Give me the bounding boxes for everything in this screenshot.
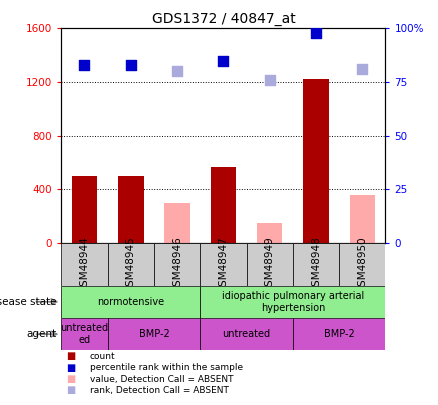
Text: rank, Detection Call = ABSENT: rank, Detection Call = ABSENT [90, 386, 229, 395]
Text: GSM48947: GSM48947 [219, 236, 228, 293]
Point [312, 30, 319, 36]
Text: normotensive: normotensive [97, 297, 164, 307]
Text: disease state: disease state [0, 297, 57, 307]
Text: percentile rank within the sample: percentile rank within the sample [90, 363, 243, 372]
Bar [200, 286, 385, 318]
Text: ■: ■ [66, 386, 75, 395]
Bar [293, 318, 385, 350]
Point [127, 62, 134, 68]
Bar [257, 223, 283, 243]
Bar [61, 318, 108, 350]
Bar [293, 243, 339, 286]
Text: GSM48944: GSM48944 [79, 236, 89, 293]
Bar [200, 243, 247, 286]
Bar [61, 243, 108, 286]
Text: count: count [90, 352, 116, 361]
Bar [61, 286, 200, 318]
Bar [303, 79, 328, 243]
Bar [118, 176, 144, 243]
Bar [108, 243, 154, 286]
Text: GSM48945: GSM48945 [126, 236, 136, 293]
Bar [164, 203, 190, 243]
Bar [154, 243, 200, 286]
Text: GSM48950: GSM48950 [357, 236, 367, 292]
Text: GSM48948: GSM48948 [311, 236, 321, 293]
Text: GSM48946: GSM48946 [172, 236, 182, 293]
Point [81, 62, 88, 68]
Bar [247, 243, 293, 286]
Text: BMP-2: BMP-2 [138, 329, 170, 339]
Text: untreated: untreated [223, 329, 271, 339]
Text: ■: ■ [66, 352, 75, 361]
Text: untreated
ed: untreated ed [60, 323, 109, 345]
Point [359, 66, 366, 72]
Text: BMP-2: BMP-2 [324, 329, 354, 339]
Bar [211, 166, 236, 243]
Point [266, 77, 273, 83]
Bar [108, 318, 200, 350]
Point [173, 68, 180, 75]
Bar [200, 318, 293, 350]
Text: value, Detection Call = ABSENT: value, Detection Call = ABSENT [90, 375, 233, 384]
Text: agent: agent [27, 329, 57, 339]
Text: ■: ■ [66, 374, 75, 384]
Text: idiopathic pulmonary arterial
hypertension: idiopathic pulmonary arterial hypertensi… [222, 291, 364, 313]
Bar [350, 195, 375, 243]
Bar [339, 243, 385, 286]
Bar [72, 176, 97, 243]
Point [220, 58, 227, 64]
Text: ■: ■ [66, 363, 75, 373]
Title: GDS1372 / 40847_at: GDS1372 / 40847_at [152, 12, 295, 26]
Text: GSM48949: GSM48949 [265, 236, 275, 293]
